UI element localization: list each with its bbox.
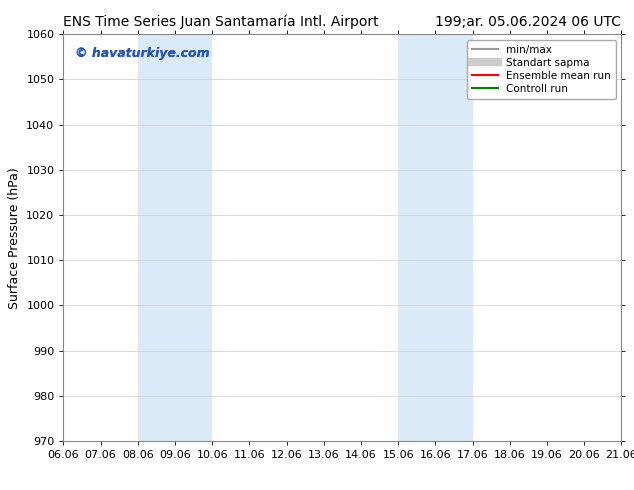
- Text: 199;ar. 05.06.2024 06 UTC: 199;ar. 05.06.2024 06 UTC: [436, 15, 621, 29]
- Text: © havaturkiye.com: © havaturkiye.com: [75, 47, 209, 59]
- Y-axis label: Surface Pressure (hPa): Surface Pressure (hPa): [8, 167, 21, 309]
- Text: © havaturkiye.com: © havaturkiye.com: [75, 47, 209, 59]
- Bar: [138, 34, 212, 441]
- Text: ENS Time Series Juan Santamaría Intl. Airport: ENS Time Series Juan Santamaría Intl. Ai…: [63, 15, 379, 29]
- Bar: [398, 34, 472, 441]
- Legend: min/max, Standart sapma, Ensemble mean run, Controll run: min/max, Standart sapma, Ensemble mean r…: [467, 40, 616, 99]
